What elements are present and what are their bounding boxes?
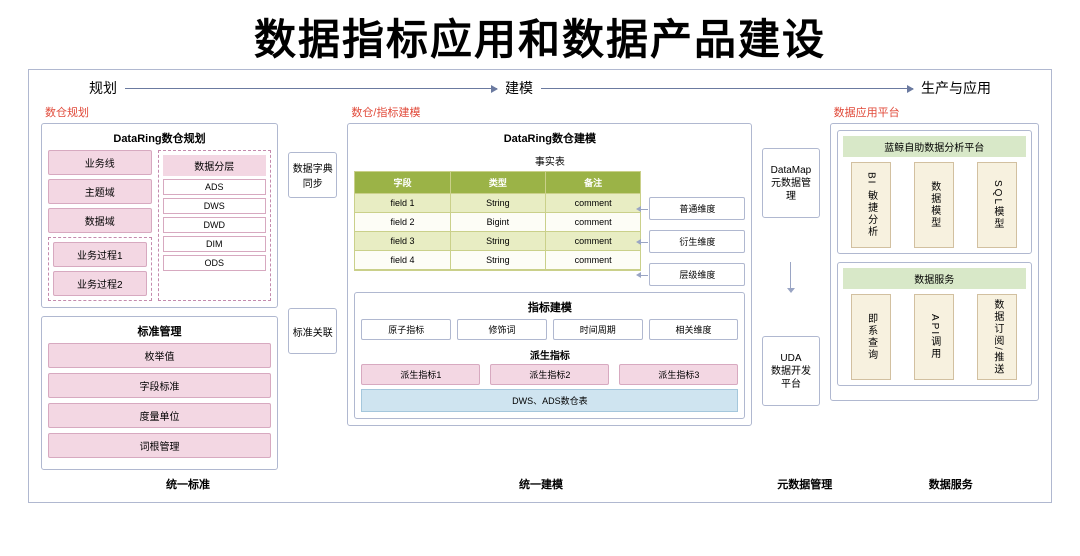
dim-level: 层级维度 [649,263,745,286]
panel-title: 标准管理 [48,323,271,339]
api-call: API调用 [914,294,954,380]
layer-group: 数据分层 ADS DWS DWD DIM ODS [158,150,272,301]
label-dw-planning: 数仓规划 [45,104,278,120]
adhoc-query: 即系查询 [851,294,891,380]
bi-analysis: BI 敏捷分析 [851,162,891,248]
layer-ods: ODS [163,255,267,271]
col-field: 字段 [355,172,450,194]
uda-box: UDA 数据开发平台 [762,336,819,406]
root-mgmt: 词根管理 [48,433,271,458]
atomic-metric: 原子指标 [361,319,451,340]
label-app-platform: 数据应用平台 [834,104,1039,120]
col-remark: 备注 [546,172,640,194]
label-dw-modeling: 数仓/指标建模 [351,104,752,120]
data-sub-push: 数据订阅/推送 [977,294,1017,380]
panel-dw-planning: DataRing数仓规划 业务线 主题域 数据域 业务过程1 业务过程2 数据分… [41,123,278,308]
fact-table-area: 字段 类型 备注 field 1 String comment field 2 … [354,171,745,286]
panel-metric-modeling: 指标建模 原子指标 修饰词 时间周期 相关维度 派生指标 派生指标1 派生指标2… [354,292,745,419]
arrow-icon [541,88,913,89]
standard-link-box: 标准关联 [288,308,337,354]
dws-ads-box: DWS、ADS数仓表 [361,389,738,412]
table-row: field 4 String comment [355,251,640,270]
col-type: 类型 [451,172,546,194]
sql-model: SQL模型 [977,162,1017,248]
phase-row: 规划 建模 生产与应用 [41,78,1039,104]
data-model: 数据模型 [914,162,954,248]
col-application: 数据应用平台 蓝鲸自助数据分析平台 BI 敏捷分析 数据模型 SQL模型 数据服… [830,104,1039,470]
derived-1: 派生指标1 [361,364,480,385]
section-data-service: 数据服务 即系查询 API调用 数据订阅/推送 [837,262,1032,386]
diagram-frame: 规划 建模 生产与应用 数仓规划 DataRing数仓规划 业务线 主题域 数据… [28,69,1052,503]
phase-modeling: 建模 [497,78,541,98]
enum-values: 枚举值 [48,343,271,368]
layer-dwd: DWD [163,217,267,233]
dict-sync-box: 数据字典同步 [288,152,337,198]
panel-app-platform: 蓝鲸自助数据分析平台 BI 敏捷分析 数据模型 SQL模型 数据服务 即系查询 … [830,123,1039,401]
bottom-standard: 统一标准 [41,476,335,492]
dim-common: 普通维度 [649,197,745,220]
derived-metric-title: 派生指标 [361,345,738,364]
section-bi-platform: 蓝鲸自助数据分析平台 BI 敏捷分析 数据模型 SQL模型 [837,130,1032,254]
layer-ads: ADS [163,179,267,195]
fact-table-label: 事实表 [354,150,745,171]
arrow-icon [125,88,497,89]
process-group: 业务过程1 业务过程2 [48,237,152,301]
phase-planning: 规划 [81,78,125,98]
biz-line: 业务线 [48,150,152,175]
field-standard: 字段标准 [48,373,271,398]
process-2: 业务过程2 [53,271,147,296]
bi-platform-header: 蓝鲸自助数据分析平台 [843,136,1026,157]
related-dim: 相关维度 [649,319,739,340]
dimension-column: 普通维度 衍生维度 层级维度 [649,197,745,286]
bottom-labels: 统一标准 统一建模 元数据管理 数据服务 [41,476,1039,492]
table-row: field 3 String comment [355,232,640,251]
time-period: 时间周期 [553,319,643,340]
layer-dim: DIM [163,236,267,252]
metric-components: 原子指标 修饰词 时间周期 相关维度 [361,319,738,340]
phase-production: 生产与应用 [913,78,999,98]
table-row: field 2 Bigint comment [355,213,640,232]
metric-title: 指标建模 [361,299,738,315]
bottom-modeling: 统一建模 [335,476,747,492]
datamap-box: DataMap 元数据管理 [762,148,819,218]
derived-metrics: 派生指标1 派生指标2 派生指标3 [361,364,738,385]
data-service-header: 数据服务 [843,268,1026,289]
col-metadata: DataMap 元数据管理 UDA 数据开发平台 [762,104,819,470]
data-domain: 数据域 [48,208,152,233]
bottom-service: 数据服务 [863,476,1039,492]
process-1: 业务过程1 [53,242,147,267]
dim-derived: 衍生维度 [649,230,745,253]
panel-standard-mgmt: 标准管理 枚举值 字段标准 度量单位 词根管理 [41,316,278,470]
col-planning: 数仓规划 DataRing数仓规划 业务线 主题域 数据域 业务过程1 业务过程… [41,104,278,470]
bottom-metadata: 元数据管理 [747,476,863,492]
layer-header: 数据分层 [163,155,267,176]
measure-unit: 度量单位 [48,403,271,428]
panel-title: DataRing数仓规划 [48,130,271,146]
table-row: field 1 String comment [355,194,640,213]
panel-dw-modeling: DataRing数仓建模 事实表 字段 类型 备注 field 1 String… [347,123,752,426]
main-grid: 数仓规划 DataRing数仓规划 业务线 主题域 数据域 业务过程1 业务过程… [41,104,1039,470]
main-title: 数据指标应用和数据产品建设 [0,0,1080,69]
modifier: 修饰词 [457,319,547,340]
derived-2: 派生指标2 [490,364,609,385]
panel-title: DataRing数仓建模 [354,130,745,146]
col-modeling: 数仓/指标建模 DataRing数仓建模 事实表 字段 类型 备注 field … [347,104,752,470]
fact-table: 字段 类型 备注 field 1 String comment field 2 … [354,171,641,271]
col-dict: 数据字典同步 标准关联 [288,104,337,470]
table-header: 字段 类型 备注 [355,172,640,194]
derived-3: 派生指标3 [619,364,738,385]
subject-domain: 主题域 [48,179,152,204]
layer-dws: DWS [163,198,267,214]
arrow-down-icon [790,262,791,292]
